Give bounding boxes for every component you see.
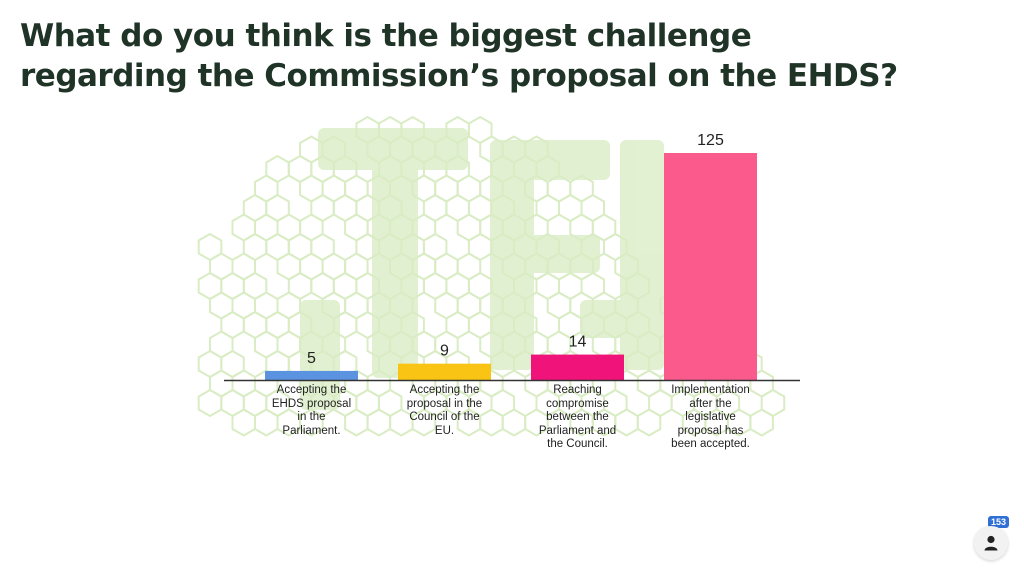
category-label-line: Council of the (409, 411, 480, 423)
category-label-line: legislative (685, 411, 736, 423)
category-label-2: Accepting the proposal in the Council of t… (395, 384, 495, 438)
participants-button[interactable] (974, 526, 1008, 560)
category-label-line: proposal in the (406, 397, 483, 410)
category-label-line: in the (297, 411, 326, 423)
category-label-line: Parliament. (282, 424, 341, 437)
bar-2 (398, 363, 491, 380)
category-label-line: Accepting the (409, 384, 480, 396)
person-icon (984, 535, 998, 551)
bar-value-label-2: 9 (440, 343, 449, 360)
category-label-4: Implementation after the legislative propos… (661, 384, 761, 452)
category-label-line: compromise (546, 397, 609, 410)
question-title: What do you think is the biggest challen… (20, 18, 898, 94)
category-label-line: the Council. (547, 438, 608, 450)
category-label-1: Accepting the EHDS proposal in the Parliame… (262, 384, 362, 438)
category-label-line: after the (689, 397, 732, 410)
category-label-line: Accepting the (276, 384, 347, 396)
category-label-line: Parliament and (538, 424, 617, 437)
category-label-3: Reaching compromise between the Parliament … (528, 384, 628, 452)
category-label-line: proposal has (677, 424, 744, 437)
bar-1 (265, 370, 358, 380)
bar-3 (531, 354, 624, 380)
bar-value-label-3: 14 (569, 334, 587, 351)
category-label-line: been accepted. (671, 438, 750, 450)
bar-value-label-1: 5 (307, 350, 316, 367)
category-label-line: Implementation (671, 384, 750, 396)
bar-value-label-4: 125 (697, 132, 724, 149)
bar-4 (664, 153, 757, 380)
participant-count-badge: 153 (987, 516, 1009, 528)
category-label-line: EU. (434, 424, 455, 437)
category-label-line: EHDS proposal (271, 397, 352, 410)
category-label-line: Reaching (553, 384, 602, 396)
category-label-line: between the (546, 411, 609, 423)
